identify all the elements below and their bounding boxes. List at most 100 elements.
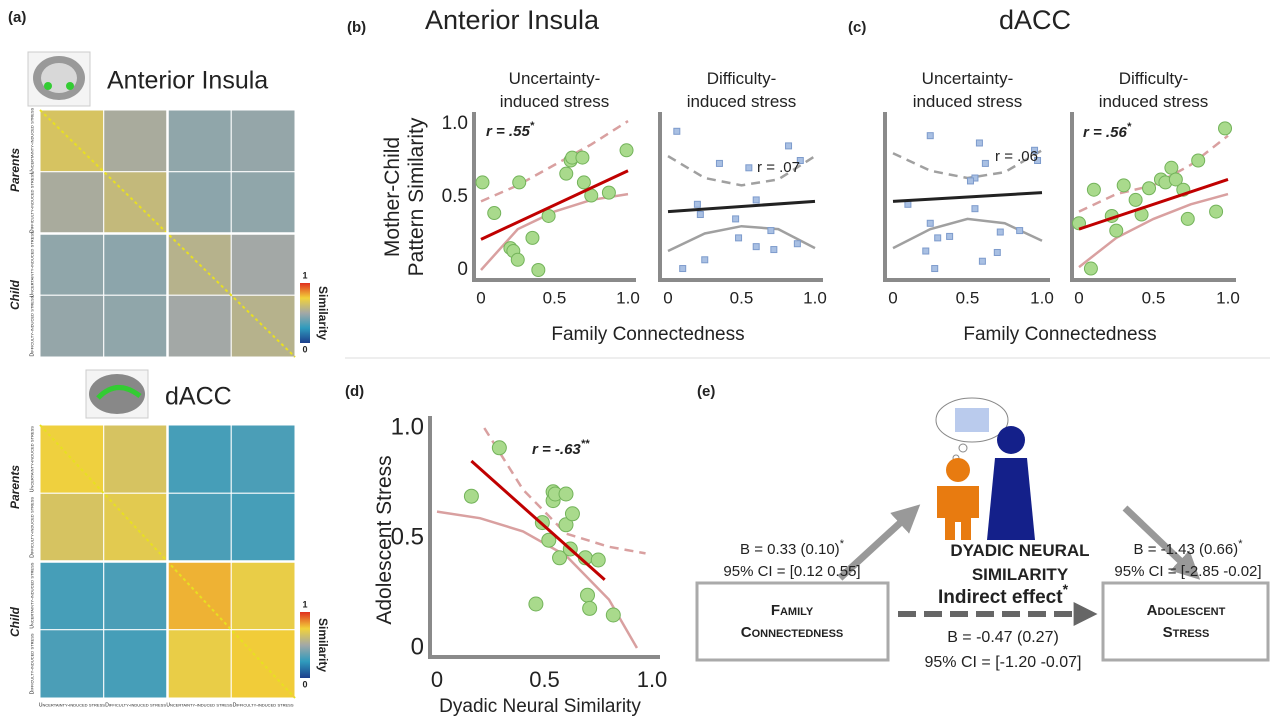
- subplot-title-part: induced stress: [500, 92, 610, 111]
- point: [1087, 183, 1100, 196]
- x-tick-label: 0.5: [956, 288, 980, 307]
- point: [746, 165, 752, 171]
- heatmap-cell: [40, 493, 104, 561]
- point: [1084, 262, 1097, 275]
- point: [1165, 161, 1178, 174]
- point: [932, 266, 938, 272]
- brain-icon: [86, 370, 148, 418]
- x-tick-label: 0.5: [730, 288, 754, 307]
- figure: (a)(b)(c)(d)(e)Anterior InsuladACCUncert…: [0, 0, 1285, 720]
- point: [786, 143, 792, 149]
- condition-label: Difficulty-induced stress: [29, 172, 35, 233]
- colorbar-label: Similarity: [316, 286, 330, 340]
- point: [532, 264, 545, 277]
- point: [476, 176, 489, 189]
- y-axis-label: Mother-ChildPattern Similarity: [381, 117, 428, 276]
- point: [581, 588, 595, 602]
- y-axis-label-part: Pattern Similarity: [405, 117, 428, 276]
- correlation-label-part: r = .07: [757, 159, 800, 176]
- condition-label: Uncertainty-induced stress: [29, 426, 35, 492]
- heatmap-cell: [231, 234, 295, 296]
- predictor-label-part: Family: [771, 602, 814, 619]
- x-tick-label: 0.5: [1142, 288, 1166, 307]
- condition-label: Uncertainty-induced stress: [29, 231, 35, 297]
- condition-label: Difficulty-induced stress: [29, 295, 35, 356]
- subplot-title-part: Difficulty-: [707, 69, 777, 88]
- point: [560, 167, 573, 180]
- group-label: Child: [8, 606, 22, 637]
- correlation-label: r = .56*: [1083, 121, 1132, 141]
- heatmap-cell: [168, 295, 232, 357]
- point: [674, 128, 680, 134]
- correlation-label-part: r = .06: [995, 148, 1038, 165]
- condition-label: Difficulty-induced stress: [105, 702, 166, 708]
- x-axis-label: Dyadic Neural Similarity: [439, 696, 641, 717]
- point: [1219, 122, 1232, 135]
- point: [1210, 205, 1223, 218]
- heatmap-cell: [40, 562, 104, 630]
- heatmap-cell: [231, 295, 295, 357]
- subplot-title-part: Uncertainty-: [922, 69, 1014, 88]
- point: [768, 228, 774, 234]
- subplot-title: Difficulty-induced stress: [1099, 69, 1209, 111]
- x-tick-label: 1.0: [1216, 288, 1240, 307]
- correlation-label-part: r = .56: [1083, 124, 1127, 141]
- point: [526, 231, 539, 244]
- predictor-label-part: Connectedness: [741, 624, 844, 641]
- colorbar-tick-label: 0: [302, 679, 307, 689]
- subplot-title: Uncertainty-induced stress: [913, 69, 1023, 111]
- point: [976, 140, 982, 146]
- outcome-label-part: Stress: [1163, 624, 1210, 641]
- brain-icon: [28, 52, 90, 106]
- colorbar-tick-label: 1: [302, 599, 307, 609]
- y-tick-label: 1.0: [442, 113, 468, 134]
- heatmap-cell: [168, 172, 232, 234]
- correlation-label-part: **: [581, 438, 590, 450]
- page: { "panels": {"a": "(a)", "b": "(b)", "c"…: [0, 0, 1285, 720]
- point: [967, 178, 973, 184]
- x-tick-label: 0: [431, 667, 443, 692]
- heatmap-cell: [231, 493, 295, 561]
- path-coefficient-part: B = -1.43 (0.66): [1134, 541, 1239, 558]
- point: [753, 197, 759, 203]
- subplot-title-part: Uncertainty-: [509, 69, 601, 88]
- heatmap-cell: [40, 172, 104, 234]
- heatmap-cell: [104, 562, 168, 630]
- point: [923, 248, 929, 254]
- heatmap-cell: [231, 110, 295, 172]
- subplot-title-part: induced stress: [687, 92, 797, 111]
- point: [1129, 193, 1142, 206]
- colorbar-tick-label: 0: [302, 344, 307, 354]
- heatmap-cell: [104, 630, 168, 698]
- outcome-box: [1103, 583, 1268, 660]
- path-coefficient: B = -1.43 (0.66)*: [1134, 538, 1244, 558]
- point: [972, 206, 978, 212]
- point: [1117, 179, 1130, 192]
- outcome-label-part: Adolescent: [1147, 602, 1226, 619]
- point: [905, 201, 911, 207]
- point: [583, 601, 597, 615]
- y-tick-label: 0.5: [442, 186, 468, 207]
- condition-label: Uncertainty-induced stress: [29, 562, 35, 628]
- x-tick-label: 1.0: [616, 288, 640, 307]
- path-coefficient-part: B = 0.33 (0.10): [740, 541, 840, 558]
- y-tick-label: 1.0: [391, 413, 424, 440]
- panel-label: (e): [697, 383, 715, 400]
- subplot-title: Uncertainty-induced stress: [500, 69, 610, 111]
- x-tick-label: 0: [1074, 288, 1083, 307]
- correlation-label: r = .55*: [486, 120, 535, 140]
- point: [565, 507, 579, 521]
- panel-heading: dACC: [999, 5, 1071, 35]
- y-axis-label: Adolescent Stress: [373, 455, 396, 624]
- panel-label: (d): [345, 383, 364, 400]
- fit-line: [893, 193, 1042, 202]
- indirect-label: Indirect effect*: [938, 581, 1069, 608]
- colorbar: [300, 283, 310, 343]
- point: [559, 487, 573, 501]
- condition-label: Difficulty-induced stress: [233, 702, 294, 708]
- correlation-label-part: r = -.63: [532, 441, 581, 458]
- point: [1017, 228, 1023, 234]
- x-axis-label: Family Connectedness: [551, 324, 744, 345]
- point: [529, 597, 543, 611]
- mediator-label-part: DYADIC NEURAL: [950, 541, 1089, 560]
